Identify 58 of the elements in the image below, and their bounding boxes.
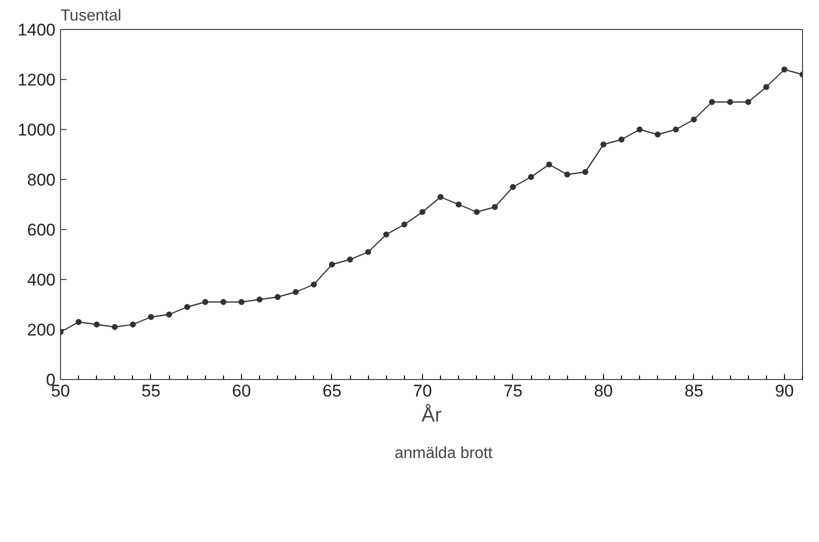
point [546, 162, 552, 168]
x-axis-title: År [422, 404, 442, 426]
point [383, 232, 390, 238]
point [112, 324, 118, 330]
x-tick-label: 65 [322, 382, 342, 400]
point [202, 299, 208, 305]
point [419, 209, 426, 215]
point [709, 99, 716, 105]
point [328, 262, 335, 268]
x-tick-label: 70 [412, 382, 432, 400]
point [438, 194, 444, 200]
point [510, 184, 516, 190]
x-tick-label: 85 [684, 382, 704, 400]
point [727, 99, 734, 105]
point [456, 202, 462, 208]
point [654, 132, 661, 138]
text: anmälda brott [394, 445, 492, 463]
point [130, 322, 136, 328]
y-tick-label: 1000 [18, 120, 56, 140]
point [745, 99, 752, 105]
point [492, 204, 498, 210]
point [672, 126, 679, 132]
point [636, 126, 643, 132]
point [220, 299, 226, 305]
point [76, 319, 82, 325]
y-axis-title: Tusental [60, 8, 122, 24]
point [256, 296, 263, 302]
point [94, 322, 100, 328]
point [238, 299, 244, 305]
x-tick-label: 90 [774, 382, 794, 400]
point [690, 116, 697, 122]
point [781, 66, 788, 72]
y-tick-label: 1200 [18, 70, 56, 90]
y-tick-label: 800 [27, 170, 56, 190]
point [474, 209, 480, 215]
x-tick-label: 80 [594, 382, 613, 400]
x-tick-label: 55 [142, 382, 160, 400]
point [292, 289, 299, 295]
point [564, 172, 570, 178]
y-tick-label: 400 [27, 270, 56, 290]
point [365, 249, 372, 255]
point [310, 282, 317, 288]
point [618, 136, 625, 142]
point [763, 84, 770, 90]
point [274, 294, 281, 300]
point [184, 304, 190, 310]
y-tick-label: 200 [27, 320, 56, 340]
x-tick-label: 75 [503, 382, 522, 400]
point [401, 222, 408, 228]
point [166, 312, 172, 318]
x-tick-label: 60 [232, 382, 251, 400]
y-tick-label: 1400 [18, 20, 56, 40]
point [148, 314, 154, 320]
point [582, 169, 588, 175]
y-tick-label: 600 [27, 220, 56, 240]
point [528, 174, 534, 180]
point [347, 256, 354, 262]
point [600, 142, 606, 148]
